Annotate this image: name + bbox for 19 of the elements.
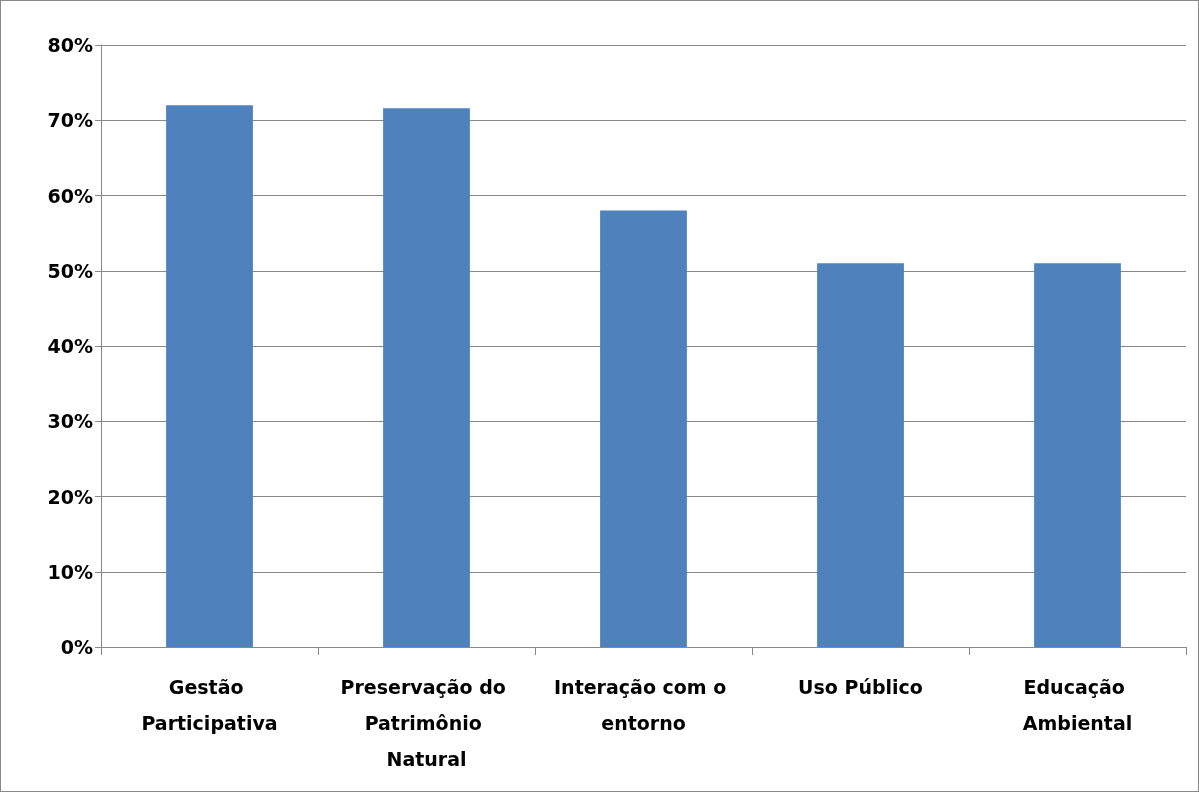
y-tick-label: 10% xyxy=(47,560,93,583)
bar xyxy=(817,263,904,647)
bar xyxy=(600,210,687,647)
x-tick-label: Gestão Participativa xyxy=(141,676,278,734)
y-tick-label: 30% xyxy=(47,410,93,433)
y-tick-label: 0% xyxy=(60,636,93,658)
x-tick-label: Preservação do Patrimônio Natural xyxy=(340,676,513,770)
bar xyxy=(383,108,470,647)
bar xyxy=(166,105,253,647)
x-tick-label: Interação com o entorno xyxy=(554,676,733,734)
bar xyxy=(1034,263,1121,647)
y-tick-label: 40% xyxy=(47,335,93,357)
y-tick-label: 80% xyxy=(47,34,93,56)
y-tick-label: 50% xyxy=(47,259,93,282)
y-tick-label: 20% xyxy=(47,485,93,508)
y-tick-label: 60% xyxy=(47,184,93,207)
y-tick-label: 70% xyxy=(47,109,93,132)
x-tick-label: Educação Ambiental xyxy=(1022,676,1133,734)
x-tick-label: Uso Público xyxy=(798,676,923,698)
